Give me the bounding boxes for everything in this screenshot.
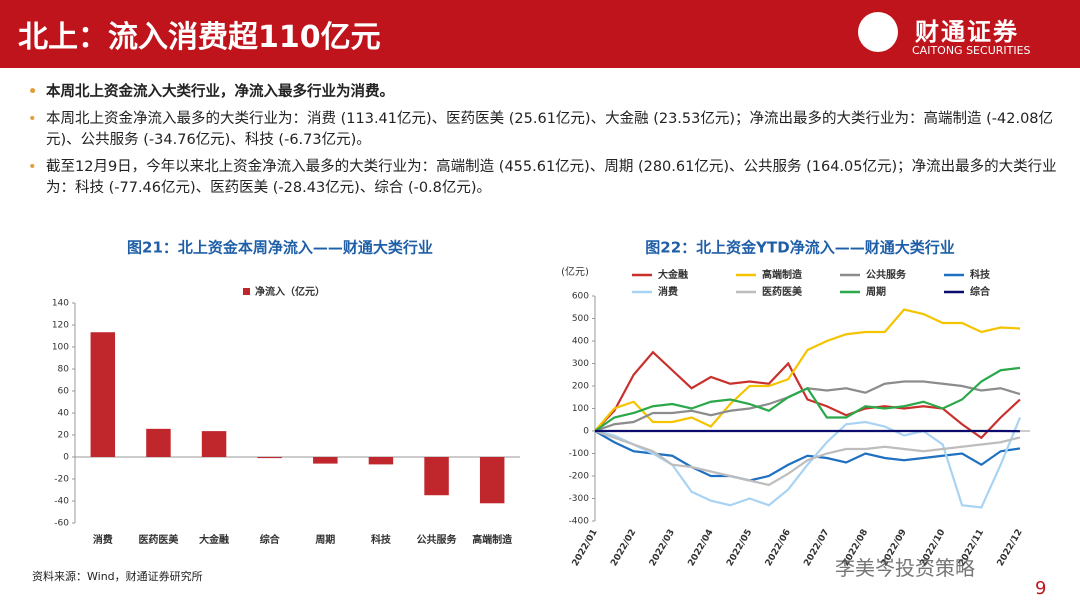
bar	[257, 457, 282, 459]
y-tick-label: 40	[58, 409, 70, 419]
legend-label: 消费	[658, 285, 678, 298]
y-tick-label: 60	[58, 387, 70, 397]
y-tick-label: 100	[52, 343, 69, 353]
bar	[424, 457, 449, 496]
line	[594, 308, 1021, 432]
chart-title: 图21：北上资金本周净流入——财通大类行业	[127, 239, 433, 257]
y-tick-label: 20	[58, 431, 70, 441]
y-tick-label: -20	[54, 475, 69, 485]
legend-label: 公共服务	[866, 268, 907, 281]
bullets: 本周北上资金流入大类行业，净流入最多行业为消费。 本周北上资金净流入最多的大类行…	[28, 82, 1058, 205]
bar	[479, 457, 505, 504]
x-tick-label: 2022/05	[725, 528, 754, 568]
x-tick-label: 2022/01	[571, 528, 600, 568]
bullet: 截至12月9日，今年以来北上资金净流入最多的大类行业为：高端制造 (455.61…	[28, 157, 1058, 199]
x-tick-label: 医药医美	[138, 533, 179, 546]
y-tick-label: 120	[52, 321, 69, 331]
line	[594, 366, 1021, 432]
x-tick-label: 2022/07	[802, 528, 831, 568]
logo-text: 财通证券	[915, 18, 1019, 46]
y-tick-label: 80	[58, 365, 70, 375]
logo-en: CAITONG SECURITIES	[912, 44, 1031, 57]
line	[594, 429, 1021, 487]
y-tick-label: 300	[572, 359, 589, 369]
source: 资料来源：Wind，财通证券研究所	[32, 570, 203, 583]
header-bar	[0, 0, 1080, 68]
x-tick-label: 大金融	[199, 533, 229, 546]
y-tick-label: -60	[54, 519, 69, 529]
bar	[201, 431, 227, 457]
y-tick-label: 140	[52, 299, 69, 309]
legend-label: 周期	[866, 285, 886, 298]
x-tick-label: 2022/02	[609, 528, 638, 568]
x-tick-label: 2022/12	[996, 528, 1025, 568]
bar	[146, 428, 171, 457]
x-tick-label: 消费	[93, 533, 113, 546]
x-tick-label: 2022/04	[687, 528, 716, 568]
y-tick-label: 600	[572, 292, 589, 302]
x-tick-label: 科技	[371, 533, 392, 546]
legend-label: 科技	[970, 268, 991, 281]
x-tick-label: 2022/03	[648, 528, 677, 568]
bar	[368, 457, 394, 465]
y-axis-label: (亿元)	[561, 265, 589, 278]
y-tick-label: 0	[63, 453, 69, 463]
x-tick-label: 周期	[315, 533, 335, 546]
page-number: 9	[1035, 578, 1047, 599]
legend-label: 高端制造	[762, 268, 803, 281]
legend-label: 医药医美	[762, 285, 803, 298]
x-tick-label: 综合	[260, 533, 281, 546]
y-tick-label: 500	[572, 314, 589, 324]
y-tick-label: 100	[572, 404, 589, 414]
x-tick-label: 高端制造	[472, 533, 513, 546]
line	[594, 350, 1021, 440]
y-tick-label: 200	[572, 382, 589, 392]
chart-title: 图22：北上资金YTD净流入——财通大类行业	[645, 239, 954, 257]
x-tick-label: 2022/06	[764, 528, 793, 568]
legend-swatch	[243, 288, 250, 295]
bullet: 本周北上资金流入大类行业，净流入最多行业为消费。	[28, 82, 1058, 103]
watermark: 李美岑投资策略	[835, 556, 975, 580]
y-tick-label: -200	[569, 472, 590, 482]
y-tick-label: -100	[569, 449, 590, 459]
legend-label: 大金融	[658, 268, 688, 281]
bar	[90, 332, 116, 457]
y-tick-label: 400	[572, 337, 589, 347]
x-tick-label: 公共服务	[417, 533, 458, 546]
y-tick-label: -40	[54, 497, 69, 507]
y-tick-label: 0	[583, 427, 589, 437]
legend-label: 净流入（亿元）	[255, 285, 325, 298]
y-tick-label: -300	[569, 494, 590, 504]
y-tick-label: -400	[569, 517, 590, 527]
bullet: 本周北上资金净流入最多的大类行业为：消费 (113.41亿元)、医药医美 (25…	[28, 109, 1058, 151]
logo-icon	[858, 12, 898, 52]
legend-label: 综合	[970, 285, 991, 298]
bar	[313, 457, 338, 464]
slide-title: 北上：流入消费超110亿元	[18, 20, 381, 55]
line	[594, 430, 1021, 482]
